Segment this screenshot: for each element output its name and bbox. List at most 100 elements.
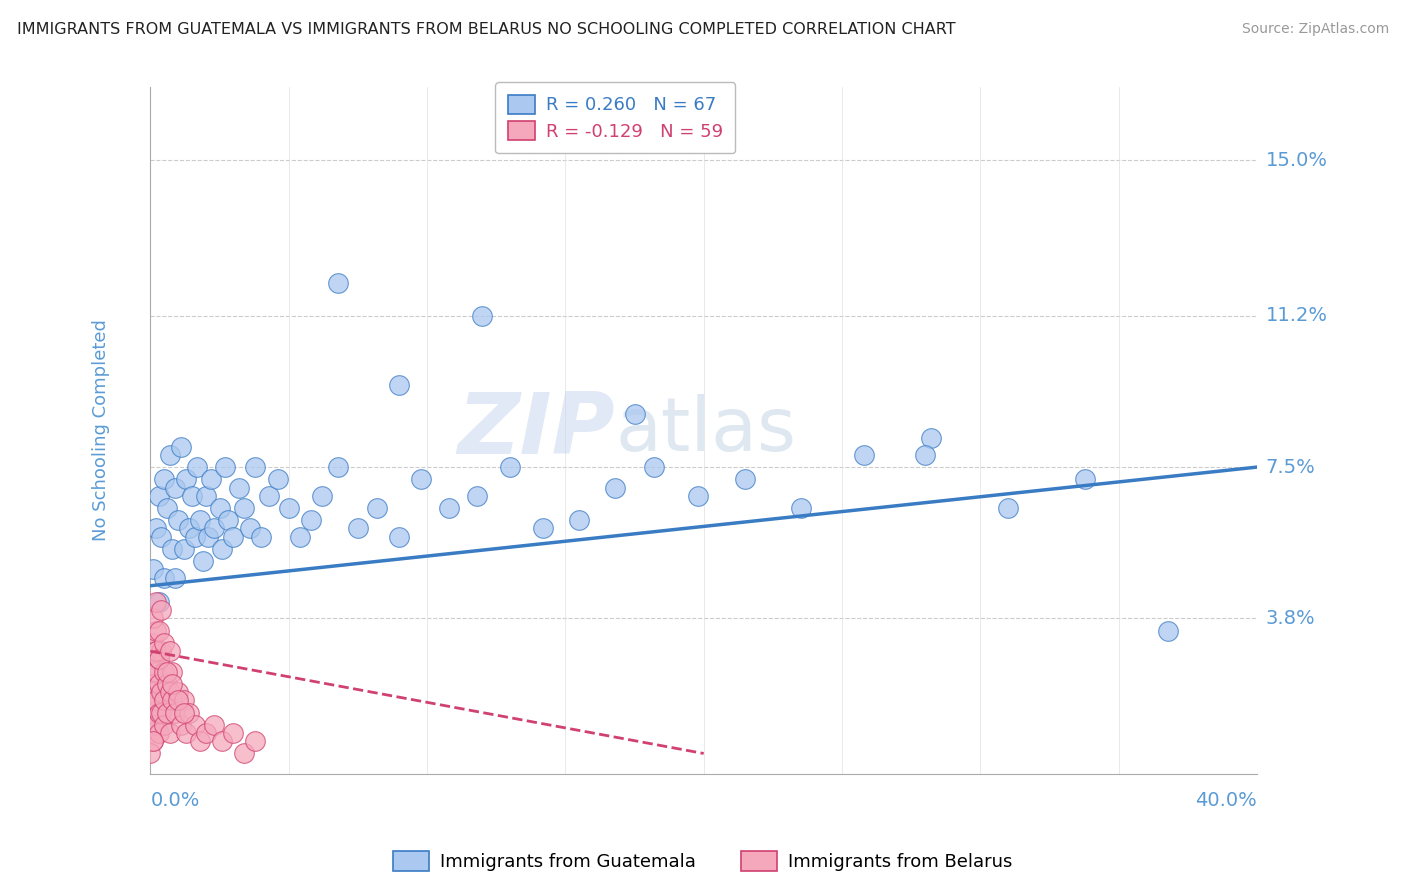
Point	[920, 432, 942, 446]
Point	[145, 521, 167, 535]
Point	[148, 726, 170, 740]
Point	[173, 706, 195, 720]
Point	[145, 693, 167, 707]
Point	[156, 677, 179, 691]
Text: No Schooling Completed: No Schooling Completed	[91, 319, 110, 541]
Point	[170, 440, 193, 454]
Point	[142, 665, 165, 679]
Point	[153, 472, 176, 486]
Point	[288, 530, 311, 544]
Point	[465, 489, 488, 503]
Point	[222, 726, 245, 740]
Point	[162, 677, 184, 691]
Point	[165, 570, 187, 584]
Point	[156, 665, 179, 679]
Point	[437, 501, 460, 516]
Point	[245, 734, 267, 748]
Point	[194, 726, 217, 740]
Point	[499, 460, 522, 475]
Text: 0.0%: 0.0%	[150, 791, 200, 810]
Point	[148, 677, 170, 691]
Point	[197, 530, 219, 544]
Point	[200, 472, 222, 486]
Point	[167, 685, 190, 699]
Point	[153, 636, 176, 650]
Point	[159, 448, 181, 462]
Point	[139, 747, 162, 761]
Text: 7.5%: 7.5%	[1265, 458, 1316, 476]
Point	[208, 501, 231, 516]
Point	[145, 644, 167, 658]
Point	[623, 407, 645, 421]
Point	[853, 448, 876, 462]
Text: ZIP: ZIP	[457, 389, 616, 472]
Point	[142, 562, 165, 576]
Point	[145, 595, 167, 609]
Point	[183, 718, 205, 732]
Point	[165, 481, 187, 495]
Text: IMMIGRANTS FROM GUATEMALA VS IMMIGRANTS FROM BELARUS NO SCHOOLING COMPLETED CORR: IMMIGRANTS FROM GUATEMALA VS IMMIGRANTS …	[17, 22, 956, 37]
Point	[1074, 472, 1097, 486]
Point	[789, 501, 811, 516]
Point	[217, 513, 239, 527]
Point	[202, 521, 225, 535]
Point	[150, 685, 173, 699]
Point	[471, 309, 494, 323]
Point	[531, 521, 554, 535]
Point	[328, 460, 350, 475]
Point	[139, 685, 162, 699]
Point	[347, 521, 370, 535]
Point	[211, 734, 233, 748]
Point	[159, 644, 181, 658]
Point	[148, 489, 170, 503]
Point	[914, 448, 936, 462]
Point	[183, 530, 205, 544]
Point	[167, 693, 190, 707]
Point	[233, 501, 256, 516]
Point	[142, 636, 165, 650]
Point	[188, 513, 211, 527]
Point	[142, 734, 165, 748]
Point	[176, 472, 198, 486]
Point	[156, 501, 179, 516]
Point	[148, 706, 170, 720]
Point	[411, 472, 433, 486]
Point	[142, 718, 165, 732]
Text: Source: ZipAtlas.com: Source: ZipAtlas.com	[1241, 22, 1389, 37]
Point	[186, 460, 208, 475]
Point	[153, 570, 176, 584]
Point	[176, 726, 198, 740]
Point	[148, 652, 170, 666]
Text: 11.2%: 11.2%	[1265, 306, 1327, 326]
Point	[188, 734, 211, 748]
Point	[142, 734, 165, 748]
Point	[177, 521, 200, 535]
Point	[1157, 624, 1180, 638]
Point	[299, 513, 322, 527]
Point	[142, 693, 165, 707]
Point	[162, 665, 184, 679]
Point	[568, 513, 591, 527]
Point	[145, 644, 167, 658]
Point	[145, 665, 167, 679]
Point	[250, 530, 273, 544]
Point	[228, 481, 250, 495]
Point	[266, 472, 288, 486]
Point	[214, 460, 236, 475]
Point	[142, 677, 165, 691]
Point	[139, 706, 162, 720]
Point	[173, 693, 195, 707]
Point	[139, 726, 162, 740]
Point	[170, 718, 193, 732]
Text: 40.0%: 40.0%	[1195, 791, 1257, 810]
Point	[222, 530, 245, 544]
Point	[191, 554, 214, 568]
Point	[177, 706, 200, 720]
Text: atlas: atlas	[616, 393, 796, 467]
Point	[180, 489, 202, 503]
Point	[139, 652, 162, 666]
Point	[148, 624, 170, 638]
Point	[202, 718, 225, 732]
Point	[605, 481, 627, 495]
Point	[153, 665, 176, 679]
